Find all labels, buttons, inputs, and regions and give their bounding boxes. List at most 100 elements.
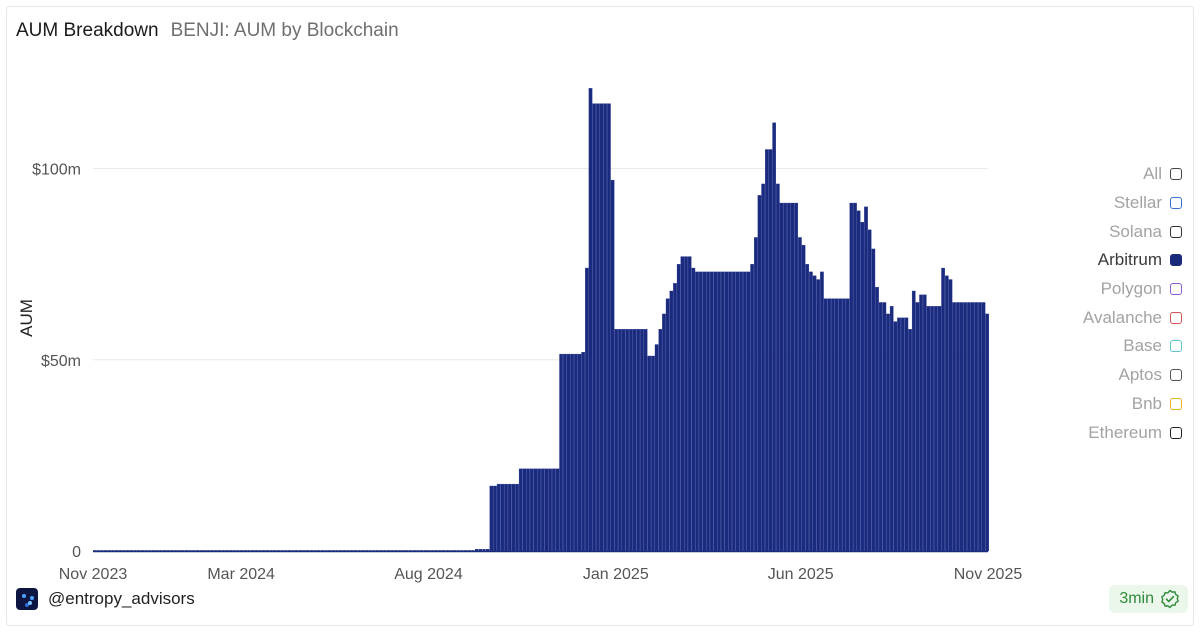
bar-arbitrum	[878, 302, 883, 552]
bar-arbitrum	[746, 271, 751, 552]
legend-swatch	[1170, 397, 1182, 410]
bar-arbitrum	[820, 271, 824, 552]
bar-arbitrum	[478, 549, 482, 551]
bar-arbitrum	[137, 550, 141, 551]
bar-arbitrum	[372, 550, 376, 551]
bar-arbitrum	[948, 279, 953, 552]
bar-arbitrum	[739, 271, 743, 552]
bar-arbitrum	[798, 237, 802, 552]
refresh-badge[interactable]: 3min	[1109, 585, 1188, 613]
legend-item-solana[interactable]: Solana	[1022, 217, 1182, 246]
legend-item-stellar[interactable]: Stellar	[1022, 189, 1182, 218]
bar-arbitrum	[537, 468, 541, 552]
bar-arbitrum	[967, 302, 971, 552]
bar-arbitrum	[276, 550, 280, 551]
bar-arbitrum	[816, 279, 821, 552]
bar-arbitrum	[405, 550, 409, 551]
bar-arbitrum	[625, 329, 630, 552]
legend-item-all[interactable]: All	[1022, 160, 1182, 189]
bar-arbitrum	[985, 313, 990, 552]
bar-arbitrum	[386, 550, 391, 551]
bar-arbitrum	[383, 550, 387, 551]
bar-arbitrum	[900, 317, 905, 552]
bar-arbitrum	[159, 550, 163, 551]
bar-arbitrum	[93, 550, 97, 551]
bar-arbitrum	[904, 317, 909, 552]
bar-arbitrum	[309, 550, 314, 551]
y-tick-label: 0	[72, 544, 81, 561]
legend-item-arbitrum[interactable]: Arbitrum	[1022, 246, 1182, 275]
bar-arbitrum	[192, 550, 196, 551]
legend-label: Bnb	[1131, 393, 1162, 413]
x-tick-label: Nov 2025	[954, 566, 1023, 583]
legend-item-avalanche[interactable]: Avalanche	[1022, 303, 1182, 332]
bar-arbitrum	[563, 353, 567, 552]
bar-arbitrum	[203, 550, 207, 551]
author-handle[interactable]: @entropy_advisors	[48, 589, 195, 608]
bar-arbitrum	[731, 271, 736, 552]
legend-item-base[interactable]: Base	[1022, 332, 1182, 361]
bar-arbitrum	[401, 550, 405, 551]
legend-item-aptos[interactable]: Aptos	[1022, 361, 1182, 390]
bar-arbitrum	[368, 550, 372, 551]
bar-arbitrum	[768, 149, 773, 552]
legend-swatch	[1170, 311, 1182, 324]
bar-arbitrum	[390, 550, 394, 551]
bar-arbitrum	[875, 286, 879, 552]
bar-arbitrum	[687, 256, 692, 552]
bar-arbitrum	[397, 550, 402, 551]
bar-arbitrum	[757, 195, 762, 552]
refresh-interval: 3min	[1119, 590, 1154, 607]
legend-swatch	[1170, 340, 1182, 353]
bar-arbitrum	[842, 298, 846, 552]
legend-item-bnb[interactable]: Bnb	[1022, 390, 1182, 419]
bar-arbitrum	[742, 271, 747, 552]
bar-arbitrum	[665, 298, 670, 552]
bar-arbitrum	[754, 237, 758, 552]
bar-arbitrum	[860, 221, 865, 552]
bar-arbitrum	[845, 298, 850, 552]
bar-arbitrum	[126, 550, 130, 551]
x-tick-label: Mar 2024	[207, 566, 275, 583]
bar-arbitrum	[526, 468, 530, 552]
bar-arbitrum	[533, 468, 538, 552]
bar-arbitrum	[647, 355, 652, 552]
bar-arbitrum	[908, 329, 912, 552]
bar-arbitrum	[118, 550, 123, 551]
bar-arbitrum	[529, 468, 534, 552]
bar-arbitrum	[834, 298, 839, 552]
legend-swatch	[1170, 426, 1182, 439]
bar-arbitrum	[511, 483, 516, 552]
bar-arbitrum	[287, 550, 291, 551]
bar-arbitrum	[658, 329, 663, 552]
legend-item-polygon[interactable]: Polygon	[1022, 275, 1182, 304]
x-tick-label: Nov 2023	[59, 566, 128, 583]
y-tick-label: $50m	[41, 353, 81, 370]
bar-arbitrum	[419, 550, 424, 551]
legend-label: Arbitrum	[1097, 250, 1162, 270]
bar-arbitrum	[250, 550, 255, 551]
bar-arbitrum	[493, 485, 497, 552]
bar-arbitrum	[328, 550, 332, 551]
bar-arbitrum	[258, 550, 262, 551]
chart-subtitle: BENJI: AUM by Blockchain	[170, 20, 399, 41]
bar-arbitrum	[236, 550, 240, 551]
bar-arbitrum	[313, 550, 317, 551]
bar-arbitrum	[449, 550, 453, 551]
bar-arbitrum	[364, 550, 369, 551]
bar-arbitrum	[886, 313, 890, 552]
bar-arbitrum	[823, 298, 828, 552]
bar-arbitrum	[922, 294, 927, 552]
bar-arbitrum	[772, 122, 776, 552]
bar-arbitrum	[632, 329, 637, 552]
bar-arbitrum	[779, 202, 784, 552]
bar-arbitrum	[445, 550, 449, 551]
bar-arbitrum	[618, 329, 622, 552]
bar-arbitrum	[853, 202, 857, 552]
bar-arbitrum	[555, 468, 560, 552]
bar-arbitrum	[915, 302, 920, 552]
bar-arbitrum	[475, 549, 479, 551]
bar-arbitrum	[188, 550, 192, 551]
bar-arbitrum	[599, 103, 604, 552]
legend-item-ethereum[interactable]: Ethereum	[1022, 418, 1182, 447]
